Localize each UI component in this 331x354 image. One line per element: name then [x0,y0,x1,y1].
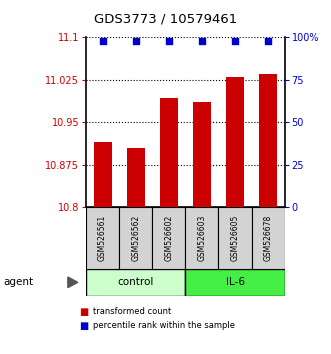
Bar [152,207,185,269]
Point [199,38,205,44]
Text: transformed count: transformed count [93,307,171,316]
Bar [86,269,185,296]
Bar [93,142,112,207]
Text: ■: ■ [79,321,89,331]
Text: control: control [118,277,154,287]
Text: ■: ■ [79,307,89,316]
Point [166,38,171,44]
Text: GSM526678: GSM526678 [263,215,273,261]
Bar [86,207,119,269]
Bar [126,148,145,207]
Bar [193,102,211,207]
Bar [185,207,218,269]
Bar [252,207,285,269]
Text: GSM526603: GSM526603 [197,215,207,261]
Point [265,38,271,44]
Bar [226,77,244,207]
Text: GSM526605: GSM526605 [230,215,240,261]
Bar [160,98,178,207]
Bar [259,74,277,207]
Point [100,38,105,44]
Text: agent: agent [3,277,33,287]
Bar [185,269,285,296]
Text: percentile rank within the sample: percentile rank within the sample [93,321,235,330]
Text: GDS3773 / 10579461: GDS3773 / 10579461 [94,12,237,25]
Text: GSM526562: GSM526562 [131,215,140,261]
Text: GSM526561: GSM526561 [98,215,107,261]
Point [232,38,238,44]
Text: IL-6: IL-6 [225,277,245,287]
Point [133,38,138,44]
Text: GSM526602: GSM526602 [164,215,173,261]
Bar [218,207,252,269]
Bar [119,207,152,269]
